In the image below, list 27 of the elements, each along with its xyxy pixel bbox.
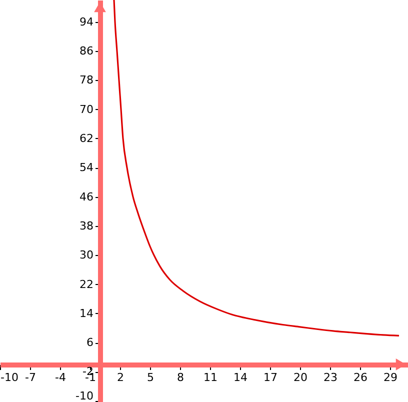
y-tick-label: 70 — [80, 102, 94, 116]
x-tick-label: -7 — [25, 370, 36, 384]
x-tick-label: 23 — [324, 370, 338, 384]
y-tick-label: 94 — [80, 15, 94, 28]
y-tick-label: 62 — [80, 132, 94, 145]
x-tick-label: 5 — [147, 370, 154, 384]
x-tick-label: -10 — [0, 370, 18, 384]
x-tick-label: 29 — [384, 370, 398, 384]
x-tick-label: 11 — [204, 370, 218, 384]
y-tick-label: 14 — [80, 306, 94, 320]
x-tick-label: -4 — [55, 370, 66, 384]
x-tick-label: 20 — [294, 370, 308, 384]
y-tick-label: 30 — [80, 248, 94, 262]
x-tick-label: 2 — [117, 370, 124, 384]
x-tick-label: 8 — [177, 370, 184, 384]
y-tick-label: 86 — [80, 44, 94, 58]
y-tick-label: 22 — [80, 278, 94, 291]
line-series — [113, 0, 400, 336]
y-tick-label: 78 — [80, 74, 94, 87]
y-tick-label: 38 — [80, 219, 94, 232]
x-tick-label: 26 — [354, 370, 368, 384]
y-tick-label: 54 — [80, 161, 94, 174]
y-tick-label: -10 — [76, 389, 94, 402]
y-tick-label: 46 — [80, 190, 94, 204]
y-tick-label: 6 — [86, 336, 94, 350]
x-tick-label: 17 — [264, 370, 278, 384]
x-tick-label: 14 — [234, 370, 248, 384]
